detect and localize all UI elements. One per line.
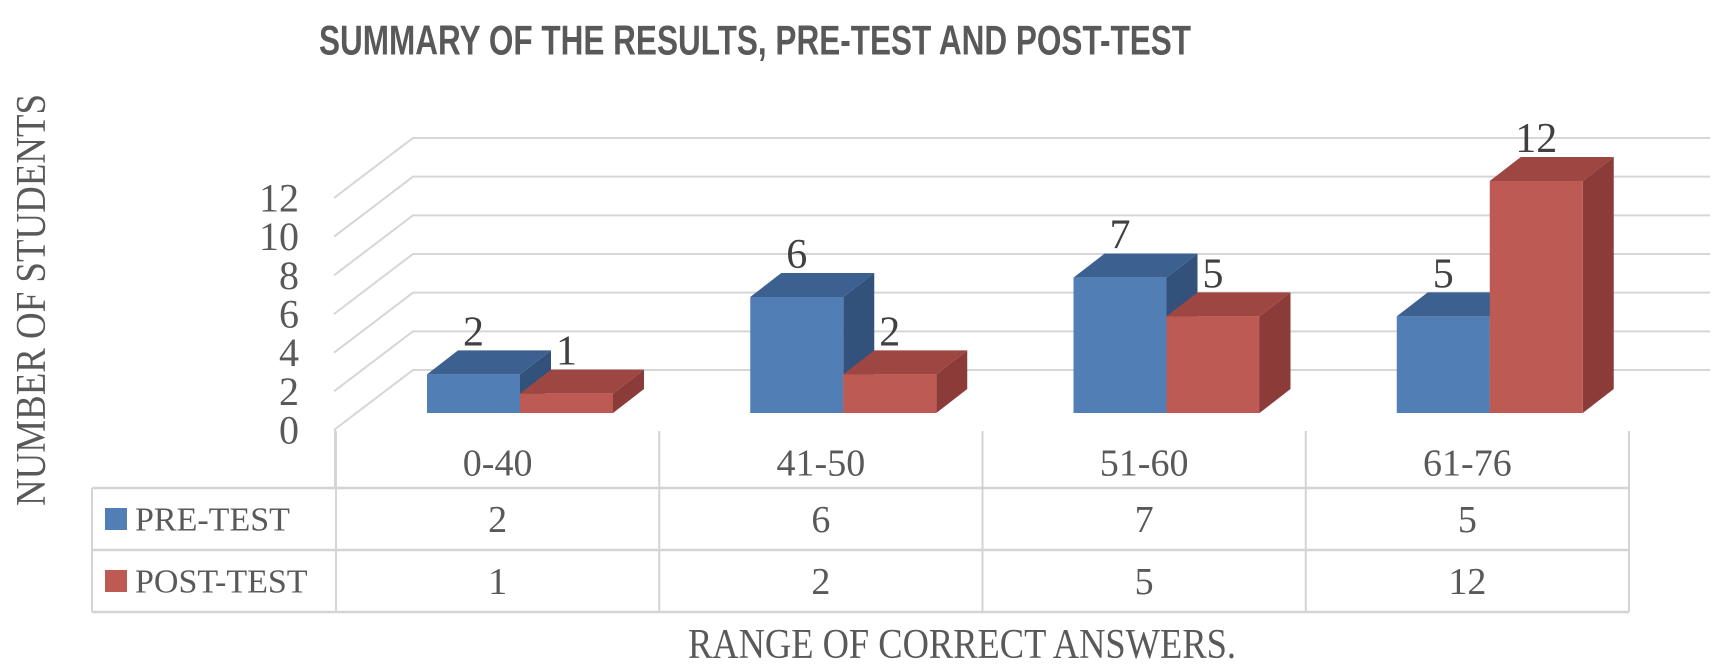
bar-pre-test-41-50-top [750, 273, 875, 298]
table-value-pre-test-0-40: 2 [488, 499, 507, 541]
x-category-label: 0-40 [463, 443, 533, 485]
bar-post-test-41-50-top [843, 350, 968, 375]
bar-post-test-51-60-top [1166, 292, 1291, 317]
bar-post-test-0-40-side [613, 369, 644, 413]
y-tick-label: 12 [259, 176, 299, 221]
y-tick-label: 2 [279, 369, 299, 414]
y-tick-label: 0 [279, 408, 299, 453]
bar-post-test-51-60-side [1259, 292, 1291, 413]
bar-post-test-0-40-top [520, 369, 644, 394]
x-category-label: 41-50 [777, 443, 866, 485]
bar-pre-test-61-76-front [1396, 316, 1490, 413]
x-category-label: 61-76 [1423, 443, 1512, 485]
bar-pre-test-0-40-top [427, 350, 551, 375]
x-category-label: 51-60 [1100, 443, 1189, 485]
bar-pre-test-51-60-label: 7 [1110, 213, 1131, 259]
table-value-post-test-61-76: 12 [1448, 561, 1486, 603]
y-tick-label: 8 [279, 253, 299, 298]
legend-key-post-test [105, 570, 127, 592]
table-value-post-test-51-60: 5 [1135, 561, 1154, 603]
gridline [333, 214, 1710, 277]
table-value-post-test-41-50: 2 [811, 561, 830, 603]
y-axis-title: NUMBER OF STUDENTS [9, 94, 55, 506]
bar-pre-test-61-76-label: 5 [1433, 251, 1454, 297]
y-tick-label: 4 [279, 330, 299, 375]
bar-pre-test-51-60-front [1073, 277, 1167, 413]
bar-post-test-61-76-top [1489, 157, 1614, 182]
bar-post-test-61-76-side [1582, 157, 1614, 413]
gridline [333, 175, 1710, 238]
bar-post-test-61-76-label: 12 [1515, 116, 1557, 162]
bar-post-test-41-50-front [843, 374, 937, 413]
bar-post-test-51-60-front [1166, 316, 1260, 413]
gridline [333, 253, 1710, 315]
bar-pre-test-51-60-top [1073, 253, 1198, 278]
bar-pre-test-0-40-front [427, 374, 520, 413]
gridline [333, 137, 1710, 199]
bar-pre-test-41-50-label: 6 [786, 232, 807, 278]
table-value-pre-test-61-76: 5 [1458, 499, 1477, 541]
table-value-post-test-0-40: 1 [488, 561, 507, 603]
legend-key-pre-test [105, 508, 127, 530]
table-value-pre-test-51-60: 7 [1135, 499, 1154, 541]
y-tick-label: 6 [279, 292, 299, 337]
bar-pre-test-0-40-label: 2 [463, 309, 484, 355]
bar-post-test-41-50-side [936, 350, 968, 413]
x-axis-title: RANGE OF CORRECT ANSWERS. [688, 622, 1236, 668]
bar-post-test-51-60-label: 5 [1203, 251, 1224, 297]
legend-label-pre-test: PRE-TEST [135, 502, 290, 539]
chart-title: SUMMARY OF THE RESULTS, PRE-TEST AND POS… [319, 17, 1191, 64]
table-value-pre-test-41-50: 6 [811, 499, 830, 541]
legend-label-post-test: POST-TEST [135, 564, 308, 601]
y-tick-label: 10 [259, 214, 299, 259]
bar-post-test-0-40-front [520, 393, 613, 413]
bar-post-test-0-40-label: 1 [556, 329, 577, 375]
bar-post-test-61-76-front [1489, 181, 1583, 413]
bar-pre-test-41-50-front [750, 297, 844, 413]
bar-post-test-41-50-label: 2 [879, 309, 900, 355]
